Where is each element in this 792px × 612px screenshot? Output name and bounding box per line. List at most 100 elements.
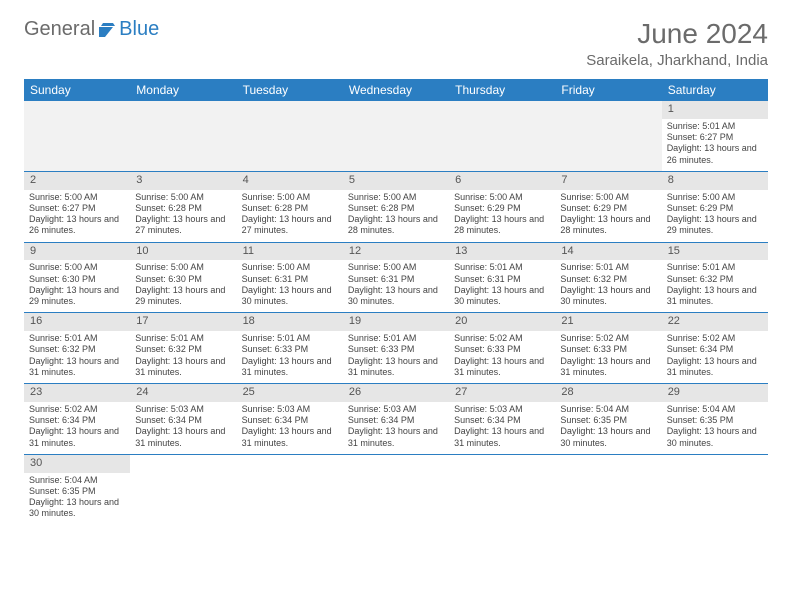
day-details: Sunrise: 5:01 AMSunset: 6:32 PMDaylight:… (135, 333, 231, 378)
day-cell: 4 Sunrise: 5:00 AMSunset: 6:28 PMDaylight… (237, 171, 343, 242)
day-number: 3 (130, 172, 236, 190)
day-number: 10 (130, 243, 236, 261)
day-number: 23 (24, 384, 130, 402)
logo: General Blue (24, 18, 159, 41)
day-number: 14 (555, 243, 661, 261)
day-details: Sunrise: 5:00 AMSunset: 6:30 PMDaylight:… (135, 262, 231, 307)
weekday-header: Saturday (662, 79, 768, 101)
day-cell: 29Sunrise: 5:04 AMSunset: 6:35 PMDayligh… (662, 384, 768, 455)
day-number: 20 (449, 313, 555, 331)
empty-cell (343, 101, 449, 171)
day-cell: 30 Sunrise: 5:04 AMSunset: 6:35 PMDayligh… (24, 454, 130, 524)
day-cell: 19Sunrise: 5:01 AMSunset: 6:33 PMDayligh… (343, 313, 449, 384)
weekday-header: Wednesday (343, 79, 449, 101)
day-number: 6 (449, 172, 555, 190)
day-number: 28 (555, 384, 661, 402)
day-details: Sunrise: 5:00 AMSunset: 6:29 PMDaylight:… (454, 192, 550, 237)
day-cell: 12Sunrise: 5:00 AMSunset: 6:31 PMDayligh… (343, 242, 449, 313)
day-details: Sunrise: 5:04 AMSunset: 6:35 PMDaylight:… (560, 404, 656, 449)
logo-text-sub: Blue (119, 18, 159, 41)
empty-cell (449, 454, 555, 524)
day-cell: 17 Sunrise: 5:01 AMSunset: 6:32 PMDayligh… (130, 313, 236, 384)
day-number: 25 (237, 384, 343, 402)
weekday-header: Sunday (24, 79, 130, 101)
day-details: Sunrise: 5:01 AMSunset: 6:33 PMDaylight:… (242, 333, 338, 378)
day-details: Sunrise: 5:00 AMSunset: 6:30 PMDaylight:… (29, 262, 125, 307)
day-cell: 6 Sunrise: 5:00 AMSunset: 6:29 PMDaylight… (449, 171, 555, 242)
calendar-body: 1Sunrise: 5:01 AMSunset: 6:27 PMDaylight… (24, 101, 768, 525)
day-details: Sunrise: 5:01 AMSunset: 6:31 PMDaylight:… (454, 262, 550, 307)
day-cell: 22Sunrise: 5:02 AMSunset: 6:34 PMDayligh… (662, 313, 768, 384)
calendar-table: Sunday Monday Tuesday Wednesday Thursday… (24, 79, 768, 525)
day-details: Sunrise: 5:03 AMSunset: 6:34 PMDaylight:… (135, 404, 231, 449)
day-number: 7 (555, 172, 661, 190)
calendar-row: 30 Sunrise: 5:04 AMSunset: 6:35 PMDayligh… (24, 454, 768, 524)
day-details: Sunrise: 5:02 AMSunset: 6:33 PMDaylight:… (454, 333, 550, 378)
day-cell: 24 Sunrise: 5:03 AMSunset: 6:34 PMDayligh… (130, 384, 236, 455)
empty-cell (555, 454, 661, 524)
day-details: Sunrise: 5:00 AMSunset: 6:28 PMDaylight:… (348, 192, 444, 237)
weekday-header: Monday (130, 79, 236, 101)
day-details: Sunrise: 5:01 AMSunset: 6:32 PMDaylight:… (560, 262, 656, 307)
header: General Blue June 2024 Saraikela, Jharkh… (24, 18, 768, 69)
day-number: 15 (662, 243, 768, 261)
location: Saraikela, Jharkhand, India (586, 52, 768, 69)
day-number: 13 (449, 243, 555, 261)
day-cell: 21Sunrise: 5:02 AMSunset: 6:33 PMDayligh… (555, 313, 661, 384)
day-cell: 13Sunrise: 5:01 AMSunset: 6:31 PMDayligh… (449, 242, 555, 313)
day-number: 2 (24, 172, 130, 190)
day-details: Sunrise: 5:02 AMSunset: 6:33 PMDaylight:… (560, 333, 656, 378)
calendar-row: 16Sunrise: 5:01 AMSunset: 6:32 PMDayligh… (24, 313, 768, 384)
day-cell: 3 Sunrise: 5:00 AMSunset: 6:28 PMDaylight… (130, 171, 236, 242)
empty-cell (237, 454, 343, 524)
calendar-row: 1Sunrise: 5:01 AMSunset: 6:27 PMDaylight… (24, 101, 768, 171)
day-number: 11 (237, 243, 343, 261)
day-details: Sunrise: 5:04 AMSunset: 6:35 PMDaylight:… (29, 475, 125, 520)
weekday-header: Tuesday (237, 79, 343, 101)
day-details: Sunrise: 5:03 AMSunset: 6:34 PMDaylight:… (242, 404, 338, 449)
empty-cell (555, 101, 661, 171)
day-number: 5 (343, 172, 449, 190)
flag-icon (99, 23, 117, 37)
day-details: Sunrise: 5:00 AMSunset: 6:31 PMDaylight:… (242, 262, 338, 307)
day-cell: 9Sunrise: 5:00 AMSunset: 6:30 PMDaylight… (24, 242, 130, 313)
day-details: Sunrise: 5:00 AMSunset: 6:29 PMDaylight:… (560, 192, 656, 237)
empty-cell (343, 454, 449, 524)
day-details: Sunrise: 5:01 AMSunset: 6:32 PMDaylight:… (667, 262, 763, 307)
empty-cell (24, 101, 130, 171)
empty-cell (237, 101, 343, 171)
day-number: 30 (24, 455, 130, 473)
day-details: Sunrise: 5:01 AMSunset: 6:27 PMDaylight:… (667, 121, 763, 166)
day-cell: 18Sunrise: 5:01 AMSunset: 6:33 PMDayligh… (237, 313, 343, 384)
day-details: Sunrise: 5:02 AMSunset: 6:34 PMDaylight:… (667, 333, 763, 378)
weekday-header-row: Sunday Monday Tuesday Wednesday Thursday… (24, 79, 768, 101)
day-cell: 28 Sunrise: 5:04 AMSunset: 6:35 PMDayligh… (555, 384, 661, 455)
day-details: Sunrise: 5:00 AMSunset: 6:29 PMDaylight:… (667, 192, 763, 237)
day-details: Sunrise: 5:03 AMSunset: 6:34 PMDaylight:… (348, 404, 444, 449)
day-details: Sunrise: 5:00 AMSunset: 6:31 PMDaylight:… (348, 262, 444, 307)
empty-cell (449, 101, 555, 171)
day-number: 12 (343, 243, 449, 261)
day-number: 17 (130, 313, 236, 331)
day-details: Sunrise: 5:03 AMSunset: 6:34 PMDaylight:… (454, 404, 550, 449)
day-details: Sunrise: 5:00 AMSunset: 6:28 PMDaylight:… (135, 192, 231, 237)
day-number: 29 (662, 384, 768, 402)
day-number: 26 (343, 384, 449, 402)
day-number: 8 (662, 172, 768, 190)
day-cell: 8 Sunrise: 5:00 AMSunset: 6:29 PMDaylight… (662, 171, 768, 242)
day-cell: 15Sunrise: 5:01 AMSunset: 6:32 PMDayligh… (662, 242, 768, 313)
day-details: Sunrise: 5:02 AMSunset: 6:34 PMDaylight:… (29, 404, 125, 449)
day-details: Sunrise: 5:00 AMSunset: 6:27 PMDaylight:… (29, 192, 125, 237)
calendar-row: 23 Sunrise: 5:02 AMSunset: 6:34 PMDayligh… (24, 384, 768, 455)
day-cell: 20 Sunrise: 5:02 AMSunset: 6:33 PMDayligh… (449, 313, 555, 384)
day-number: 24 (130, 384, 236, 402)
title-block: June 2024 Saraikela, Jharkhand, India (586, 18, 768, 69)
day-cell: 16Sunrise: 5:01 AMSunset: 6:32 PMDayligh… (24, 313, 130, 384)
day-cell: 23 Sunrise: 5:02 AMSunset: 6:34 PMDayligh… (24, 384, 130, 455)
calendar-row: 2 Sunrise: 5:00 AMSunset: 6:27 PMDaylight… (24, 171, 768, 242)
day-number: 19 (343, 313, 449, 331)
empty-cell (130, 101, 236, 171)
day-cell: 14Sunrise: 5:01 AMSunset: 6:32 PMDayligh… (555, 242, 661, 313)
day-number: 4 (237, 172, 343, 190)
day-details: Sunrise: 5:00 AMSunset: 6:28 PMDaylight:… (242, 192, 338, 237)
